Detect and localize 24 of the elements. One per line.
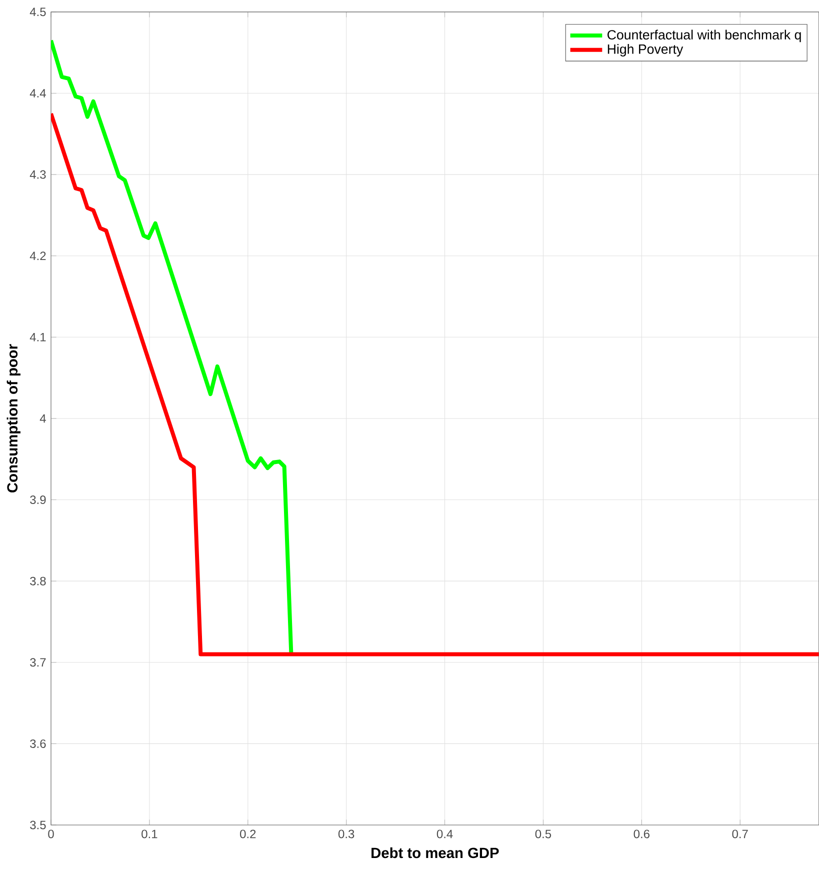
x-tick-label: 0.4 — [436, 830, 453, 838]
line-series — [50, 112, 819, 656]
x-tick-label: 0 — [48, 830, 54, 838]
y-axis-title: Consumption of poor — [6, 344, 20, 492]
legend-label: Counterfactual with benchmark q — [608, 30, 801, 42]
y-tick-label: 3.8 — [30, 576, 46, 586]
y-tick-label: 3.7 — [30, 658, 46, 667]
y-tick-label: 4 — [40, 414, 46, 423]
x-tick-label: 0.1 — [142, 830, 158, 838]
y-tick-label: 3.9 — [30, 496, 46, 504]
x-tick-label: 0.7 — [732, 830, 748, 838]
y-tick-label: 3.6 — [30, 739, 46, 748]
x-tick-label: 0.3 — [338, 830, 354, 838]
y-tick-label: 4.5 — [30, 8, 46, 16]
x-tick-label: 0.2 — [240, 830, 256, 838]
y-tick-label: 3.5 — [30, 820, 46, 830]
y-tick-label: 4.1 — [30, 333, 46, 342]
x-tick-label: 0.5 — [535, 830, 552, 838]
legend-label: High Poverty — [608, 44, 684, 56]
x-axis-title: Debt to mean GDP — [372, 847, 499, 858]
x-tick-label: 0.6 — [634, 830, 650, 838]
y-tick-label: 4.4 — [30, 89, 46, 98]
y-tick-label: 4.3 — [30, 170, 46, 179]
y-tick-label: 4.2 — [30, 252, 46, 260]
